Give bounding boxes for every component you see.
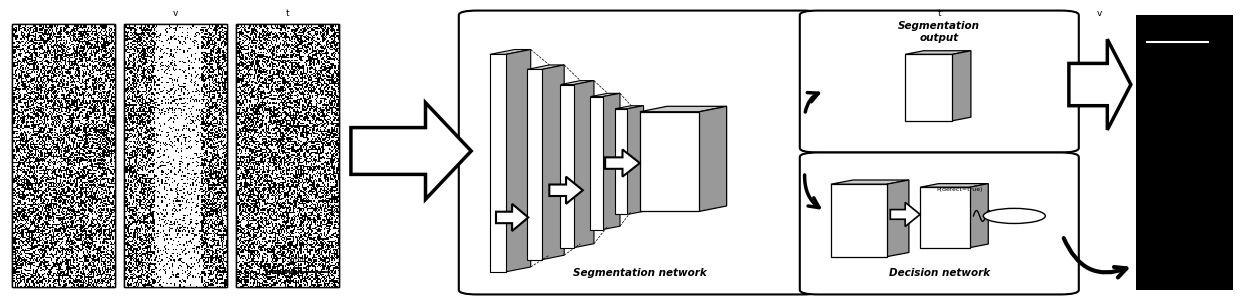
Bar — [905, 54, 952, 121]
Polygon shape — [351, 103, 471, 199]
Text: t: t — [285, 9, 289, 18]
Polygon shape — [574, 81, 594, 248]
Text: v: v — [172, 9, 179, 18]
Text: t: t — [937, 9, 941, 18]
Polygon shape — [699, 106, 727, 211]
Polygon shape — [605, 149, 640, 177]
Bar — [590, 97, 603, 230]
Bar — [12, 24, 115, 287]
Polygon shape — [560, 81, 594, 85]
Text: 1mm: 1mm — [289, 257, 306, 263]
FancyBboxPatch shape — [800, 153, 1079, 294]
Polygon shape — [1069, 39, 1131, 130]
Polygon shape — [542, 65, 564, 260]
Bar — [124, 24, 227, 287]
Circle shape — [983, 208, 1045, 223]
Bar — [527, 69, 542, 260]
Polygon shape — [603, 93, 620, 230]
FancyBboxPatch shape — [459, 11, 821, 294]
Bar — [560, 85, 574, 248]
Text: Segmentation network: Segmentation network — [573, 268, 707, 278]
Bar — [920, 187, 970, 248]
Bar — [615, 109, 627, 214]
FancyBboxPatch shape — [800, 11, 1079, 153]
Polygon shape — [615, 106, 644, 109]
Polygon shape — [496, 204, 528, 231]
Polygon shape — [887, 180, 909, 257]
Bar — [236, 24, 339, 287]
Polygon shape — [831, 180, 909, 184]
Polygon shape — [905, 51, 971, 54]
Polygon shape — [640, 106, 727, 112]
Text: Segmentation
output: Segmentation output — [898, 21, 981, 43]
Bar — [124, 24, 227, 287]
Polygon shape — [506, 50, 531, 272]
Bar — [236, 24, 339, 287]
Polygon shape — [527, 65, 564, 69]
Text: Decision network: Decision network — [889, 268, 990, 278]
Polygon shape — [952, 51, 971, 121]
Polygon shape — [549, 177, 583, 204]
Bar — [640, 112, 699, 211]
Polygon shape — [627, 106, 644, 214]
Bar — [1136, 15, 1233, 290]
Polygon shape — [490, 50, 531, 54]
Text: v: v — [1097, 9, 1102, 18]
Polygon shape — [970, 184, 988, 248]
Text: P(defect=true): P(defect=true) — [936, 187, 982, 192]
Polygon shape — [590, 93, 620, 97]
Polygon shape — [890, 202, 920, 226]
Bar — [490, 54, 506, 272]
Bar — [12, 24, 115, 287]
Polygon shape — [920, 184, 988, 187]
Bar — [831, 184, 887, 257]
